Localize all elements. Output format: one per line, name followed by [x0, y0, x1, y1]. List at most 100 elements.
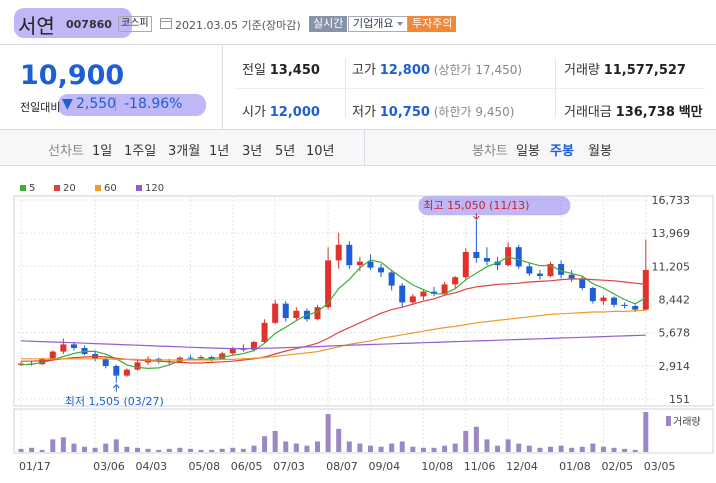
x-tick-label: 10/08	[421, 460, 453, 473]
candle-body	[134, 362, 141, 370]
period-tab[interactable]: 1일	[92, 144, 113, 159]
volume-bar	[442, 445, 448, 452]
candle-body	[123, 369, 130, 376]
candle-body	[431, 291, 438, 295]
calendar-icon	[160, 18, 172, 29]
quote-cell: 시가 12,000	[242, 101, 320, 120]
quote-value: 136,738	[615, 105, 675, 120]
volume-bar	[82, 446, 88, 452]
annotation-arrow	[473, 213, 480, 220]
period-tab[interactable]: 1년	[209, 144, 230, 159]
candle-body	[219, 353, 226, 360]
period-tab[interactable]: 5년	[275, 144, 296, 159]
candle-body	[547, 264, 554, 277]
y-tick-label: 13,969	[652, 227, 691, 240]
candle-body	[367, 261, 374, 268]
volume-bar	[505, 439, 511, 452]
candle-body	[526, 266, 533, 274]
chart: 151 2,914 5,678 8,442 11,205 13,969 16,733 01/1…	[13, 183, 714, 473]
quote-value: 10,750	[379, 105, 430, 120]
volume-bar	[50, 439, 56, 452]
volume-bar	[293, 443, 299, 452]
candle-body	[346, 244, 353, 266]
volume-bar	[357, 443, 363, 452]
quote-cell: 거래량 11,577,527	[564, 59, 686, 78]
candle-body	[39, 358, 46, 365]
current-price: 10,900	[20, 60, 125, 91]
price-panel	[13, 195, 714, 407]
candle-body	[558, 264, 565, 275]
x-tick-label: 09/04	[368, 460, 400, 473]
tab-bar	[0, 129, 716, 166]
volume-bar	[156, 449, 162, 452]
quote-cell: 거래대금 136,738 백만	[564, 101, 703, 120]
volume-bar	[124, 446, 130, 452]
candle-body	[579, 278, 586, 289]
volume-bar	[410, 446, 416, 452]
volume-bar	[325, 414, 331, 452]
highlight	[418, 196, 571, 216]
volume-bar	[166, 448, 172, 452]
volume-bar	[18, 448, 24, 452]
divider	[235, 88, 705, 89]
realtime-button[interactable]: 실시간	[309, 16, 348, 32]
volume-bar	[251, 445, 257, 452]
x-tick-label: 01/08	[559, 460, 591, 473]
moving-average-line	[20, 334, 646, 350]
period-tab[interactable]: 3개월	[168, 144, 201, 159]
candle-body	[113, 366, 120, 376]
candle-body	[282, 303, 289, 319]
candle-body	[314, 307, 321, 320]
change-amount: 2,550	[76, 96, 117, 112]
candle-body	[409, 296, 416, 303]
legend-swatch	[666, 416, 671, 426]
x-tick-label: 06/05	[231, 460, 263, 473]
candle-body	[335, 244, 342, 261]
quote-unit: 백만	[678, 105, 703, 120]
period-tab[interactable]: 10년	[306, 144, 335, 159]
period-tab[interactable]: 1주일	[124, 144, 157, 159]
volume-bar	[39, 449, 45, 452]
legend-label: 60	[104, 183, 117, 194]
x-tick-label: 07/03	[273, 460, 305, 473]
period-tab[interactable]: 3년	[242, 144, 263, 159]
volume-bar	[262, 436, 268, 452]
warning-badge[interactable]: 투자주의	[408, 16, 457, 32]
period-tab[interactable]: 주봉	[550, 144, 574, 159]
volume-panel	[13, 408, 714, 454]
candle-body	[589, 288, 596, 302]
x-tick-label: 01/17	[19, 460, 51, 473]
volume-bar	[346, 441, 352, 452]
candle-body	[229, 348, 236, 354]
y-tick-label: 8,442	[659, 294, 691, 307]
candle-body	[356, 261, 363, 266]
candle-body	[250, 342, 257, 350]
y-tick-label: 16,733	[652, 194, 691, 207]
legend-label: 20	[63, 183, 76, 194]
candle-body	[483, 258, 490, 262]
candle-body	[49, 351, 56, 359]
company-button[interactable]: 기업개요	[348, 16, 409, 32]
candle-body	[642, 270, 649, 310]
high-annotation: 최고 15,050 (11/13)	[423, 199, 529, 212]
volume-bar	[336, 428, 342, 452]
candle-body	[462, 252, 469, 278]
x-tick-label: 03/05	[644, 460, 676, 473]
volume-bar	[283, 441, 289, 452]
x-tick-label: 04/03	[135, 460, 167, 473]
volume-bar	[484, 439, 490, 452]
volume-bar	[198, 449, 204, 452]
period-tab[interactable]: 월봉	[588, 144, 612, 159]
quote-label: 거래대금	[564, 105, 612, 120]
period-tab[interactable]: 일봉	[516, 144, 540, 159]
stock-code: 007860	[66, 18, 112, 31]
volume-bar	[92, 447, 98, 452]
change-rate: -18.96%	[124, 96, 183, 112]
volume-bar	[230, 447, 236, 452]
quote-cell: 저가 10,750 (하한가 9,450)	[352, 101, 514, 120]
button-label: 기업개요	[353, 17, 394, 30]
candle-body	[441, 284, 448, 295]
quote-label: 거래량	[564, 63, 600, 78]
moving-average-line	[20, 256, 647, 370]
divider	[222, 45, 223, 129]
